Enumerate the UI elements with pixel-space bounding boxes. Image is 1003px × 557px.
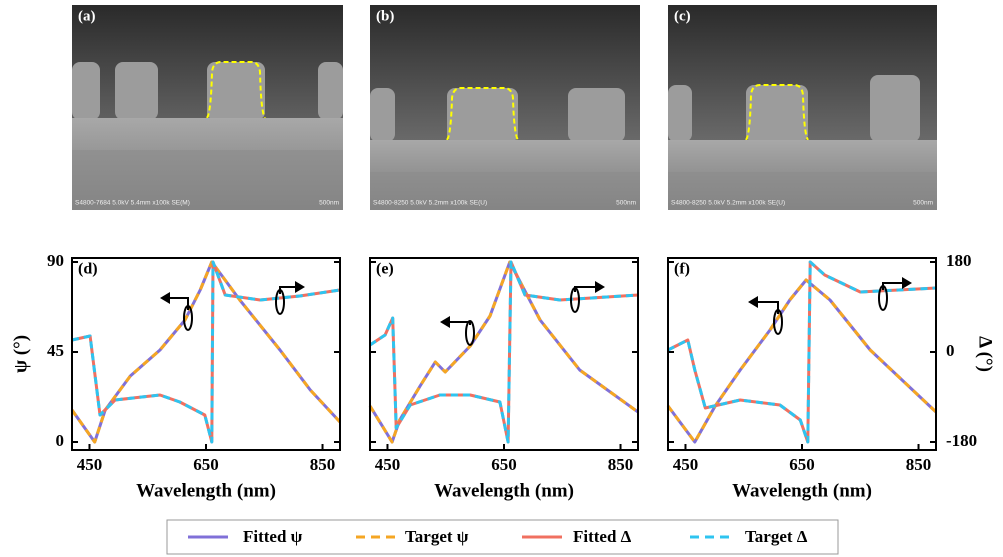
data-line: [70, 260, 342, 444]
arrow-head: [748, 296, 758, 308]
legend-label: Target ψ: [405, 527, 469, 546]
data-line: [667, 260, 937, 444]
sem-scale: 500nm: [319, 200, 339, 207]
sem-band: [668, 172, 937, 210]
panel-label: (d): [78, 261, 98, 278]
arrow-head: [295, 281, 305, 293]
axis-arrow: [882, 282, 904, 290]
axis-arrow: [168, 297, 189, 310]
sem-ridge: [72, 62, 100, 120]
data-line: [667, 260, 937, 444]
sem-ridge: [668, 85, 692, 142]
x-tick-label: 650: [491, 455, 517, 474]
arrow-head: [160, 292, 170, 304]
y-tick-label: 0: [56, 431, 65, 450]
x-tick-label: 450: [77, 455, 103, 474]
panel-label: (b): [376, 8, 394, 24]
sem-ridge: [447, 88, 518, 142]
fit-outline: [446, 87, 519, 141]
sem-band: [72, 150, 343, 210]
sem-caption: S4800-7684 5.0kV 5.4mm x100k SE(M): [75, 200, 190, 207]
sem-ridge: [370, 88, 395, 142]
data-line: [369, 260, 639, 444]
y2-tick-label: -180: [946, 431, 977, 450]
data-line: [71, 260, 341, 444]
sem-band: [370, 172, 640, 210]
y-axis-title: ψ (°): [10, 335, 31, 373]
legend-label: Target Δ: [745, 527, 808, 546]
sem-caption: S4800-8250 5.0kV 5.2mm x100k SE(U): [671, 200, 785, 207]
arrow-head: [595, 281, 605, 293]
panel-label: (c): [674, 8, 691, 24]
arrow-head: [440, 316, 450, 328]
x-axis-title: Wavelength (nm): [732, 480, 872, 501]
legend-label: Fitted Δ: [573, 527, 632, 546]
sem-scale: 500nm: [913, 200, 933, 207]
sem-caption: S4800-8250 5.0kV 5.2mm x100k SE(U): [373, 200, 487, 207]
sem-ridge: [115, 62, 158, 120]
sem-ridge: [318, 62, 343, 120]
panel-label: (a): [78, 8, 96, 24]
sem-ridge: [207, 62, 265, 120]
x-tick-label: 450: [673, 455, 699, 474]
fit-outline: [745, 84, 809, 141]
x-tick-label: 850: [310, 455, 336, 474]
x-tick-label: 850: [906, 455, 932, 474]
axis-arrow: [279, 286, 297, 294]
y-tick-label: 90: [47, 251, 64, 270]
axis-arrow: [756, 301, 779, 314]
x-tick-label: 450: [375, 455, 401, 474]
sem-ridge: [746, 85, 808, 142]
legend-label: Fitted ψ: [243, 527, 303, 546]
x-axis-title: Wavelength (nm): [434, 480, 574, 501]
sem-ridge: [568, 88, 625, 142]
x-tick-label: 850: [608, 455, 634, 474]
y2-tick-label: 0: [946, 341, 955, 360]
fit-outline: [206, 61, 266, 119]
arrow-head: [902, 277, 912, 289]
axis-arrow: [574, 286, 597, 292]
data-line: [666, 278, 938, 444]
axis-arrow: [448, 321, 471, 325]
panel-label: (e): [376, 261, 394, 278]
y-tick-label: 45: [47, 341, 64, 360]
sem-ridge: [870, 75, 920, 142]
x-tick-label: 650: [789, 455, 815, 474]
x-tick-label: 650: [193, 455, 219, 474]
panel-label: (f): [674, 261, 690, 278]
x-axis-title: Wavelength (nm): [136, 480, 276, 501]
y2-axis-title: Δ (°): [975, 336, 996, 372]
y2-tick-label: 180: [946, 251, 972, 270]
sem-scale: 500nm: [616, 200, 636, 207]
